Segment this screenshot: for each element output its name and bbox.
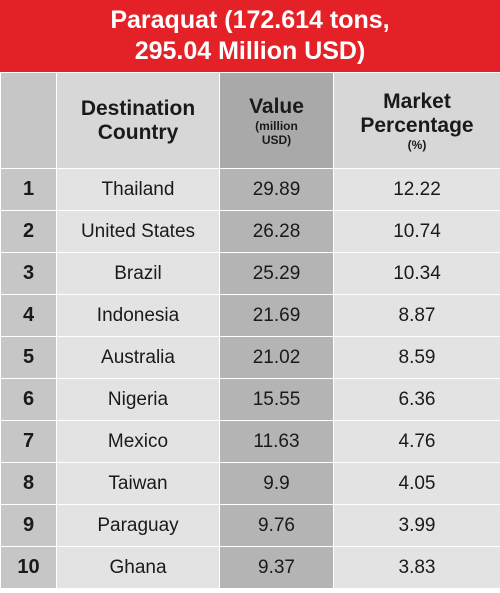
country-cell: Ghana — [56, 546, 220, 589]
country-cell: Mexico — [56, 420, 220, 463]
percentage-header-line-1: Market — [383, 89, 451, 113]
value-header-unit-2: USD) — [261, 132, 292, 147]
percentage-cell: 10.74 — [333, 210, 500, 253]
table-title: Paraquat (172.614 tons, 295.04 Million U… — [0, 0, 500, 72]
percentage-header-line-2: Percentage — [360, 113, 474, 137]
rank-cell: 6 — [0, 378, 57, 421]
percentage-cell: 6.36 — [333, 378, 500, 421]
table-row: 4 Indonesia 21.69 8.87 — [0, 294, 500, 337]
country-cell: United States — [56, 210, 220, 253]
rank-cell: 1 — [0, 168, 57, 211]
percentage-cell: 3.99 — [333, 504, 500, 547]
rank-cell: 5 — [0, 336, 57, 379]
rank-cell: 9 — [0, 504, 57, 547]
header-row: Destination Country Value (million USD) … — [0, 72, 500, 169]
table-body: 1 Thailand 29.89 12.22 2 United States 26.28 10… — [0, 168, 500, 589]
rank-header — [0, 72, 57, 169]
rank-cell: 4 — [0, 294, 57, 337]
country-cell: Brazil — [56, 252, 220, 295]
percentage-cell: 8.87 — [333, 294, 500, 337]
value-cell: 21.02 — [219, 336, 334, 379]
value-cell: 29.89 — [219, 168, 334, 211]
country-header: Destination Country — [56, 72, 220, 169]
table-row: 3 Brazil 25.29 10.34 — [0, 252, 500, 295]
country-cell: Paraguay — [56, 504, 220, 547]
destination-table: Destination Country Value (million USD) … — [0, 72, 500, 589]
value-header: Value (million USD) — [219, 72, 334, 169]
rank-cell: 10 — [0, 546, 57, 589]
country-cell: Nigeria — [56, 378, 220, 421]
rank-cell: 7 — [0, 420, 57, 463]
value-cell: 21.69 — [219, 294, 334, 337]
value-cell: 26.28 — [219, 210, 334, 253]
percentage-cell: 3.83 — [333, 546, 500, 589]
table-row: 1 Thailand 29.89 12.22 — [0, 168, 500, 211]
percentage-header: Market Percentage (%) — [333, 72, 500, 169]
percentage-cell: 12.22 — [333, 168, 500, 211]
country-cell: Australia — [56, 336, 220, 379]
percentage-cell: 10.34 — [333, 252, 500, 295]
rank-cell: 3 — [0, 252, 57, 295]
value-cell: 15.55 — [219, 378, 334, 421]
country-cell: Thailand — [56, 168, 220, 211]
country-cell: Indonesia — [56, 294, 220, 337]
percentage-cell: 4.76 — [333, 420, 500, 463]
table-row: 9 Paraguay 9.76 3.99 — [0, 504, 500, 547]
table-row: 8 Taiwan 9.9 4.05 — [0, 462, 500, 505]
percentage-header-unit: (%) — [407, 137, 427, 152]
percentage-cell: 4.05 — [333, 462, 500, 505]
title-line-2: 295.04 Million USD) — [134, 37, 366, 65]
value-header-unit-1: (million — [255, 118, 298, 133]
percentage-cell: 8.59 — [333, 336, 500, 379]
value-cell: 11.63 — [219, 420, 334, 463]
value-cell: 9.76 — [219, 504, 334, 547]
country-header-line-2: Country — [97, 120, 179, 144]
rank-cell: 2 — [0, 210, 57, 253]
value-cell: 9.37 — [219, 546, 334, 589]
value-cell: 25.29 — [219, 252, 334, 295]
table-row: 10 Ghana 9.37 3.83 — [0, 546, 500, 589]
table-row: 2 United States 26.28 10.74 — [0, 210, 500, 253]
table-row: 6 Nigeria 15.55 6.36 — [0, 378, 500, 421]
value-cell: 9.9 — [219, 462, 334, 505]
table-row: 7 Mexico 11.63 4.76 — [0, 420, 500, 463]
value-header-main: Value — [249, 94, 304, 118]
table-row: 5 Australia 21.02 8.59 — [0, 336, 500, 379]
country-header-line-1: Destination — [80, 96, 196, 120]
country-cell: Taiwan — [56, 462, 220, 505]
title-line-1: Paraquat (172.614 tons, — [110, 6, 390, 34]
rank-cell: 8 — [0, 462, 57, 505]
